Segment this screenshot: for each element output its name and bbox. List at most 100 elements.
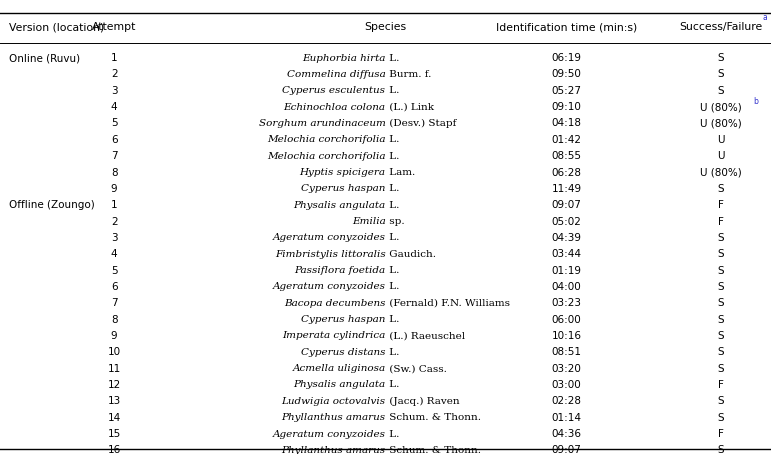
Text: Version (location): Version (location) xyxy=(9,22,105,32)
Text: 12: 12 xyxy=(107,380,121,390)
Text: L.: L. xyxy=(386,86,399,95)
Text: (Sw.) Cass.: (Sw.) Cass. xyxy=(386,364,446,373)
Text: U (80%): U (80%) xyxy=(700,168,742,178)
Text: Schum. & Thonn.: Schum. & Thonn. xyxy=(386,446,480,454)
Text: a: a xyxy=(763,13,767,22)
Text: 03:44: 03:44 xyxy=(552,249,581,259)
Text: 06:19: 06:19 xyxy=(552,53,581,63)
Text: 09:07: 09:07 xyxy=(552,200,581,210)
Text: Cyperus haspan: Cyperus haspan xyxy=(301,315,386,324)
Text: 10:16: 10:16 xyxy=(552,331,581,341)
Text: 7: 7 xyxy=(111,298,117,308)
Text: 3: 3 xyxy=(111,86,117,96)
Text: sp.: sp. xyxy=(386,217,404,226)
Text: 6: 6 xyxy=(111,282,117,292)
Text: L.: L. xyxy=(386,282,399,291)
Text: Ludwigia octovalvis: Ludwigia octovalvis xyxy=(281,397,386,406)
Text: Acmella uliginosa: Acmella uliginosa xyxy=(292,364,386,373)
Text: 04:18: 04:18 xyxy=(552,118,581,128)
Text: 5: 5 xyxy=(111,266,117,276)
Text: 08:51: 08:51 xyxy=(552,347,581,357)
Text: F: F xyxy=(718,200,724,210)
Text: 01:19: 01:19 xyxy=(552,266,581,276)
Text: L.: L. xyxy=(386,266,399,275)
Text: Online (Ruvu): Online (Ruvu) xyxy=(9,53,80,63)
Text: Cyperus haspan: Cyperus haspan xyxy=(301,184,386,193)
Text: 03:23: 03:23 xyxy=(552,298,581,308)
Text: 04:36: 04:36 xyxy=(552,429,581,439)
Text: 11: 11 xyxy=(107,364,121,374)
Text: Cyperus distans: Cyperus distans xyxy=(301,348,386,357)
Text: 05:27: 05:27 xyxy=(552,86,581,96)
Text: F: F xyxy=(718,217,724,227)
Text: Bacopa decumbens: Bacopa decumbens xyxy=(284,299,386,308)
Text: U (80%): U (80%) xyxy=(700,102,742,112)
Text: Echinochloa colona: Echinochloa colona xyxy=(284,103,386,112)
Text: 05:02: 05:02 xyxy=(552,217,581,227)
Text: Commelina diffusa: Commelina diffusa xyxy=(287,70,386,79)
Text: 10: 10 xyxy=(107,347,121,357)
Text: 8: 8 xyxy=(111,168,117,178)
Text: L.: L. xyxy=(386,184,399,193)
Text: 03:00: 03:00 xyxy=(552,380,581,390)
Text: 09:10: 09:10 xyxy=(552,102,581,112)
Text: Species: Species xyxy=(365,22,406,32)
Text: 08:55: 08:55 xyxy=(552,151,581,161)
Text: L.: L. xyxy=(386,233,399,242)
Text: Hyptis spicigera: Hyptis spicigera xyxy=(299,168,386,177)
Text: L.: L. xyxy=(386,135,399,144)
Text: Imperata cylindrica: Imperata cylindrica xyxy=(282,331,386,340)
Text: Euphorbia hirta: Euphorbia hirta xyxy=(302,54,386,63)
Text: (L.) Raeuschel: (L.) Raeuschel xyxy=(386,331,465,340)
Text: 15: 15 xyxy=(107,429,121,439)
Text: 8: 8 xyxy=(111,315,117,325)
Text: 01:14: 01:14 xyxy=(552,413,581,423)
Text: U: U xyxy=(717,135,725,145)
Text: Melochia corchorifolia: Melochia corchorifolia xyxy=(267,135,386,144)
Text: 14: 14 xyxy=(107,413,121,423)
Text: Physalis angulata: Physalis angulata xyxy=(294,380,386,390)
Text: U (80%): U (80%) xyxy=(700,118,742,128)
Text: 4: 4 xyxy=(111,249,117,259)
Text: 2: 2 xyxy=(111,217,117,227)
Text: Passiflora foetida: Passiflora foetida xyxy=(295,266,386,275)
Text: (Desv.) Stapf: (Desv.) Stapf xyxy=(386,119,456,128)
Text: Success/Failure: Success/Failure xyxy=(679,22,763,32)
Text: S: S xyxy=(718,396,724,406)
Text: L.: L. xyxy=(386,315,399,324)
Text: Gaudich.: Gaudich. xyxy=(386,250,436,259)
Text: 2: 2 xyxy=(111,69,117,79)
Text: U: U xyxy=(717,151,725,161)
Text: 4: 4 xyxy=(111,102,117,112)
Text: S: S xyxy=(718,282,724,292)
Text: Physalis angulata: Physalis angulata xyxy=(294,201,386,210)
Text: 6: 6 xyxy=(111,135,117,145)
Text: S: S xyxy=(718,69,724,79)
Text: 13: 13 xyxy=(107,396,121,406)
Text: S: S xyxy=(718,298,724,308)
Text: 04:00: 04:00 xyxy=(552,282,581,292)
Text: (Jacq.) Raven: (Jacq.) Raven xyxy=(386,397,459,406)
Text: Attempt: Attempt xyxy=(92,22,136,32)
Text: Sorghum arundinaceum: Sorghum arundinaceum xyxy=(258,119,386,128)
Text: Fimbristylis littoralis: Fimbristylis littoralis xyxy=(274,250,386,259)
Text: 09:07: 09:07 xyxy=(552,445,581,454)
Text: 7: 7 xyxy=(111,151,117,161)
Text: Identification time (min:s): Identification time (min:s) xyxy=(496,22,638,32)
Text: Ageratum conyzoides: Ageratum conyzoides xyxy=(272,233,386,242)
Text: S: S xyxy=(718,53,724,63)
Text: Ageratum conyzoides: Ageratum conyzoides xyxy=(272,429,386,439)
Text: S: S xyxy=(718,184,724,194)
Text: S: S xyxy=(718,364,724,374)
Text: S: S xyxy=(718,331,724,341)
Text: (Fernald) F.N. Williams: (Fernald) F.N. Williams xyxy=(386,299,510,308)
Text: L.: L. xyxy=(386,429,399,439)
Text: Schum. & Thonn.: Schum. & Thonn. xyxy=(386,413,480,422)
Text: S: S xyxy=(718,315,724,325)
Text: 5: 5 xyxy=(111,118,117,128)
Text: Cyperus esculentus: Cyperus esculentus xyxy=(282,86,386,95)
Text: Offline (Zoungo): Offline (Zoungo) xyxy=(9,200,95,210)
Text: S: S xyxy=(718,86,724,96)
Text: S: S xyxy=(718,413,724,423)
Text: L.: L. xyxy=(386,201,399,210)
